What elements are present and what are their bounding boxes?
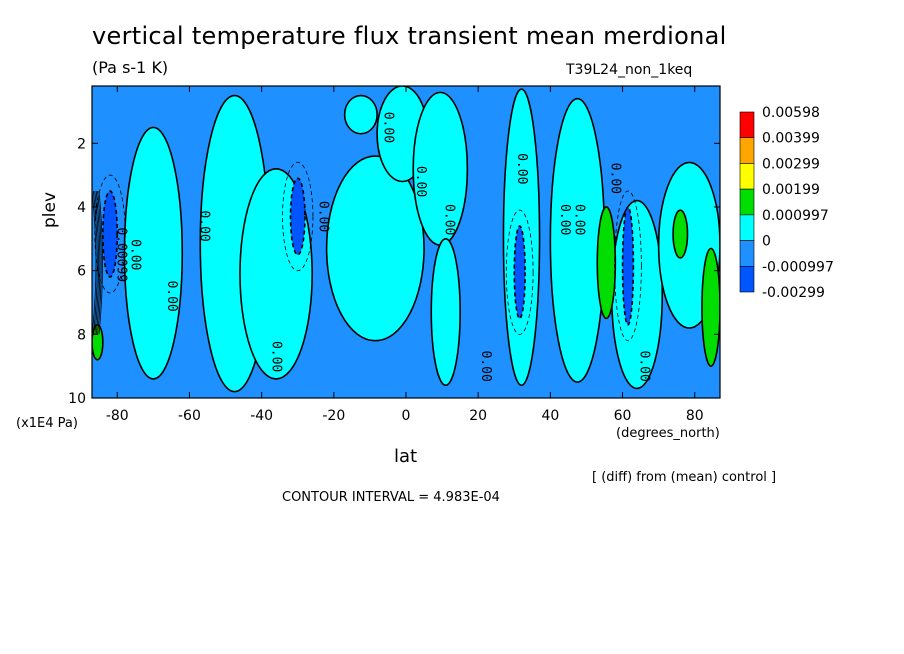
cyan-region xyxy=(123,126,184,380)
x-tick-label: -60 xyxy=(178,408,201,424)
y-tick-label: 4 xyxy=(77,200,86,216)
y-tick-label: 2 xyxy=(77,136,86,152)
colorbar-swatch xyxy=(739,265,755,293)
chart-title: vertical temperature flux transient mean… xyxy=(92,22,727,50)
colorbar-label: 0 xyxy=(762,234,771,250)
colorbar-swatch xyxy=(739,137,755,164)
colorbar-swatch xyxy=(739,214,755,241)
x-tick-label: -40 xyxy=(250,408,273,424)
x-tick-label: 80 xyxy=(686,408,704,424)
colorbar-label: 0.000997 xyxy=(762,208,829,224)
y-tick-label: 6 xyxy=(77,264,86,280)
colorbar-swatch xyxy=(739,163,755,190)
contour-label: 0.00 xyxy=(315,201,330,232)
contour-label: 0.00 xyxy=(164,280,179,311)
colorbar-label: 0.00199 xyxy=(762,182,820,198)
contour-interval: CONTOUR INTERVAL = 4.983E-04 xyxy=(282,490,500,505)
cyan-region xyxy=(430,238,461,387)
dashed-contour xyxy=(505,209,534,335)
colorbar-swatch xyxy=(739,188,755,216)
dashed-contour xyxy=(282,161,314,272)
chart-units: (Pa s-1 K) xyxy=(92,58,169,77)
contour-label: 0.00 xyxy=(514,153,529,184)
contour-label: 0.00 xyxy=(572,204,587,235)
contour-line xyxy=(97,191,102,335)
y-tick-label: 10 xyxy=(68,391,86,407)
contour-label: 0.00 xyxy=(413,166,428,197)
dashed-contour xyxy=(94,174,126,294)
contour-label: 0.00 xyxy=(268,341,283,372)
contour-label: 0.00 xyxy=(557,204,572,235)
x-tick-label: 20 xyxy=(469,408,487,424)
colorbar-swatch xyxy=(739,240,755,267)
colorbar-label: -0.000997 xyxy=(762,259,834,275)
cyan-region xyxy=(343,94,378,135)
x-axis-units: (degrees_north) xyxy=(616,426,720,441)
contour-label: 0.00099 xyxy=(113,227,128,282)
diff-note: [ (diff) from (mean) control ] xyxy=(592,470,777,485)
green-region xyxy=(701,247,720,367)
colorbar-swatch xyxy=(739,111,755,139)
contour-label: 0.00 xyxy=(128,239,143,270)
blue-region xyxy=(513,225,526,320)
blue-region xyxy=(289,177,306,256)
contour-label: 0.00 xyxy=(637,351,652,382)
dashed-contour xyxy=(614,190,642,342)
colorbar-label: 0.00399 xyxy=(762,131,820,147)
cyan-region xyxy=(549,97,606,383)
plot-area xyxy=(92,86,720,398)
contour-label: 0.00 xyxy=(380,112,395,143)
x-tick-label: -80 xyxy=(106,408,129,424)
contour-label: 0.00 xyxy=(196,210,211,241)
blue-region xyxy=(621,206,635,326)
green-region xyxy=(596,206,617,320)
colorbar-label: 0.00598 xyxy=(762,105,820,121)
cyan-region xyxy=(325,155,425,342)
colorbar-label: -0.00299 xyxy=(762,285,825,301)
contour-line xyxy=(98,191,103,335)
y-axis-units: (x1E4 Pa) xyxy=(16,416,78,431)
run-label: T39L24_non_1keq xyxy=(566,62,693,78)
contour-label: 0.00 xyxy=(478,351,493,382)
contour-label: 0.00 xyxy=(442,204,457,235)
blue-region xyxy=(102,190,119,278)
x-axis-label: lat xyxy=(394,446,418,467)
x-tick-label: 60 xyxy=(614,408,632,424)
x-tick-label: 0 xyxy=(402,408,411,424)
colorbar-label: 0.00299 xyxy=(762,156,820,172)
green-region xyxy=(672,209,689,259)
x-tick-label: 40 xyxy=(541,408,559,424)
y-tick-label: 8 xyxy=(77,327,86,343)
contour-label: 0.00 xyxy=(608,163,623,194)
x-tick-label: -20 xyxy=(322,408,345,424)
